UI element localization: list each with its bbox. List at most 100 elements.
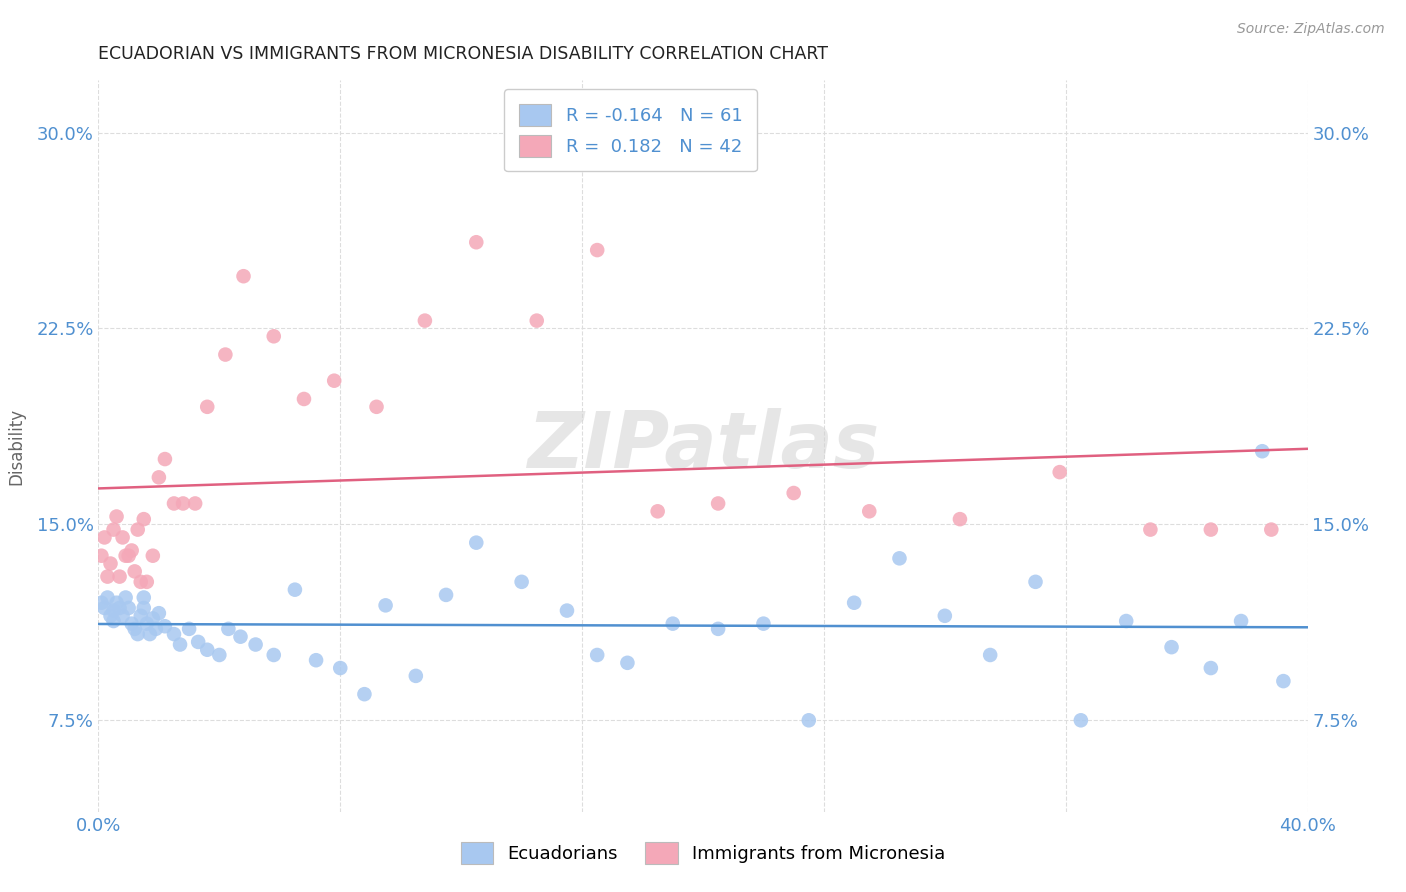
Text: ZIPatlas: ZIPatlas (527, 408, 879, 484)
Point (114, 549, 136, 563)
Y-axis label: Disability: Disability (7, 408, 25, 484)
Point (127, 523, 149, 537)
Point (405, 669, 427, 683)
Point (752, 616, 775, 631)
Point (797, 714, 820, 728)
Point (121, 616, 143, 631)
Point (1160, 640, 1182, 655)
Point (245, 638, 267, 652)
Point (124, 565, 146, 579)
Point (555, 603, 578, 617)
Point (465, 235, 488, 250)
Point (586, 648, 609, 662)
Point (172, 496, 194, 510)
Point (132, 591, 155, 605)
Point (1049, 465, 1071, 479)
Point (586, 243, 609, 257)
Point (1115, 614, 1137, 628)
Point (163, 496, 186, 510)
Point (783, 486, 806, 500)
Point (292, 392, 315, 406)
Point (284, 582, 307, 597)
Point (1272, 674, 1295, 689)
Point (108, 601, 131, 615)
Point (153, 452, 176, 467)
Point (153, 619, 176, 633)
Point (305, 653, 328, 667)
Point (353, 687, 375, 701)
Point (129, 608, 152, 623)
Point (465, 535, 488, 549)
Point (96, 569, 118, 583)
Point (135, 616, 157, 631)
Point (195, 642, 218, 657)
Point (616, 656, 638, 670)
Point (1260, 523, 1282, 537)
Point (103, 523, 125, 537)
Point (329, 661, 352, 675)
Point (1070, 714, 1092, 728)
Point (96, 591, 118, 605)
Point (111, 608, 134, 623)
Point (132, 601, 155, 615)
Point (118, 601, 141, 615)
Point (232, 269, 254, 284)
Point (132, 512, 155, 526)
Point (889, 551, 911, 566)
Point (127, 627, 149, 641)
Point (323, 374, 346, 388)
Point (413, 313, 436, 327)
Point (103, 614, 125, 628)
Point (124, 622, 146, 636)
Point (934, 608, 956, 623)
Point (187, 635, 209, 649)
Point (366, 400, 388, 414)
Point (1024, 574, 1046, 589)
Point (374, 599, 396, 613)
Point (105, 509, 128, 524)
Point (434, 588, 457, 602)
Point (148, 606, 170, 620)
Point (647, 504, 669, 518)
Point (979, 648, 1001, 662)
Point (263, 648, 285, 662)
Point (949, 512, 972, 526)
Point (707, 622, 730, 636)
Text: Source: ZipAtlas.com: Source: ZipAtlas.com (1237, 22, 1385, 37)
Point (139, 627, 162, 641)
Point (163, 627, 186, 641)
Legend: Ecuadorians, Immigrants from Micronesia: Ecuadorians, Immigrants from Micronesia (446, 828, 960, 879)
Point (1199, 661, 1222, 675)
Point (105, 596, 128, 610)
Point (90, 549, 112, 563)
Point (208, 648, 231, 662)
Point (195, 400, 218, 414)
Point (510, 574, 533, 589)
Point (108, 569, 131, 583)
Point (217, 622, 239, 636)
Point (121, 543, 143, 558)
Point (1139, 523, 1161, 537)
Point (142, 611, 165, 625)
Point (229, 630, 252, 644)
Point (103, 603, 125, 617)
Point (145, 622, 167, 636)
Point (142, 549, 165, 563)
Point (858, 504, 880, 518)
Point (169, 638, 191, 652)
Point (179, 622, 201, 636)
Point (135, 574, 157, 589)
Point (707, 496, 730, 510)
Point (148, 470, 170, 484)
Point (114, 591, 136, 605)
Point (263, 329, 285, 343)
Text: ECUADORIAN VS IMMIGRANTS FROM MICRONESIA DISABILITY CORRELATION CHART: ECUADORIAN VS IMMIGRANTS FROM MICRONESIA… (98, 45, 828, 63)
Point (93, 530, 115, 544)
Point (214, 347, 236, 362)
Point (1199, 523, 1222, 537)
Point (100, 557, 122, 571)
Point (844, 596, 866, 610)
Point (93, 601, 115, 615)
Point (118, 549, 141, 563)
Point (100, 608, 122, 623)
